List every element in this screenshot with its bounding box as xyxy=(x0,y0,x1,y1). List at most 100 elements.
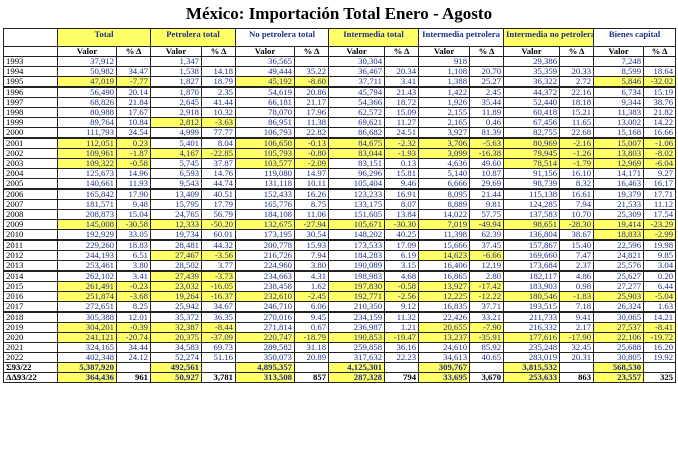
value-cell: 23,032 xyxy=(150,281,202,292)
group-header: Petrolera total xyxy=(149,28,237,47)
value-cell: 3,099 xyxy=(418,148,471,159)
pct-cell: 325 xyxy=(643,372,677,383)
value-cell: 27,537 xyxy=(593,322,645,333)
pct-cell: -7.77 xyxy=(116,76,151,88)
valor-header: Valor xyxy=(503,46,561,57)
value-cell: 16,835 xyxy=(418,301,471,313)
value-cell: 25,942 xyxy=(150,301,202,313)
pct-cell: 17.90 xyxy=(116,188,151,200)
table-row: 1998 80,988 17.67 2,918 10.32 78,070 17.96 62,5… xyxy=(3,107,677,118)
pct-cell: 18.79 xyxy=(200,76,237,88)
pct-header: % Δ xyxy=(384,46,420,57)
pct-cell: 8.32 xyxy=(559,178,595,190)
value-cell: 4,636 xyxy=(418,158,471,169)
pct-cell: -2.45 xyxy=(294,291,330,302)
pct-cell: 81.39 xyxy=(469,127,505,139)
value-cell: 133,175 xyxy=(328,199,386,210)
value-cell: 11,383 xyxy=(593,107,645,118)
value-cell: 283,019 xyxy=(503,352,561,363)
value-cell: 224,960 xyxy=(235,260,296,272)
pct-cell: 11.89 xyxy=(469,107,505,118)
pct-cell xyxy=(384,362,420,373)
value-cell: 272,651 xyxy=(57,301,117,313)
value-cell: 1,870 xyxy=(150,86,202,98)
pct-cell: 10.87 xyxy=(469,168,505,179)
value-cell: 235,248 xyxy=(503,342,561,353)
pct-cell: 30.54 xyxy=(294,229,330,241)
value-cell: 86,951 xyxy=(235,117,296,128)
value-cell: 62,572 xyxy=(328,107,386,118)
value-cell: 2,155 xyxy=(418,107,471,118)
value-cell: 24,821 xyxy=(593,250,645,261)
pct-cell xyxy=(200,56,237,67)
pct-cell xyxy=(116,362,151,373)
value-cell: 78,070 xyxy=(235,107,296,118)
valor-header: Valor xyxy=(57,46,117,57)
value-cell: 44,372 xyxy=(503,86,561,98)
pct-cell: 0.67 xyxy=(294,322,330,333)
table-row: 2021 324,165 34.44 34,583 69.73 289,582 31.18 2… xyxy=(3,342,677,353)
pct-cell: 60.01 xyxy=(200,229,237,241)
pct-cell: 2.35 xyxy=(200,86,237,98)
value-cell: 20,655 xyxy=(418,322,471,333)
pct-cell: 15.93 xyxy=(294,239,330,251)
pct-cell: 21.44 xyxy=(469,188,505,200)
pct-cell: -27.94 xyxy=(294,219,330,230)
pct-cell: -17.90 xyxy=(559,332,595,343)
value-cell: 28,481 xyxy=(150,239,202,251)
group-header-row: Total Petrolera total No petrolera total In… xyxy=(3,28,677,47)
year-cell: 2005 xyxy=(3,178,58,190)
value-cell: 30,805 xyxy=(593,352,645,363)
value-cell: 313,508 xyxy=(235,372,296,383)
value-cell: 66,181 xyxy=(235,97,296,108)
pct-cell: 20.70 xyxy=(469,66,505,77)
pct-cell: -37.09 xyxy=(200,332,237,343)
value-cell: 13,927 xyxy=(418,281,471,292)
value-cell: 36,322 xyxy=(503,76,561,88)
pct-cell: 2.72 xyxy=(559,76,595,88)
pct-cell: 9.48 xyxy=(116,199,151,210)
year-cell: 2001 xyxy=(3,137,58,149)
value-cell: 56,490 xyxy=(57,86,117,98)
value-cell: 20,375 xyxy=(150,332,202,343)
value-cell: 190,853 xyxy=(328,332,386,343)
pct-cell: -6.04 xyxy=(643,158,677,169)
value-cell: 105,671 xyxy=(328,219,386,230)
valor-header: Valor xyxy=(328,46,386,57)
value-cell: 34,583 xyxy=(150,342,202,353)
pct-cell: 17.67 xyxy=(116,107,151,118)
value-cell: 37,912 xyxy=(57,56,117,67)
pct-header: % Δ xyxy=(559,46,595,57)
value-cell: 119,080 xyxy=(235,168,296,179)
pct-cell: 40.25 xyxy=(384,229,420,241)
pct-cell: -1.06 xyxy=(643,137,677,149)
year-cell: 2010 xyxy=(3,229,58,241)
value-cell: 5,401 xyxy=(150,137,202,149)
pct-cell: 22.23 xyxy=(384,352,420,363)
value-cell: 105,404 xyxy=(328,178,386,190)
value-cell: 192,929 xyxy=(57,229,117,241)
value-cell: 83,151 xyxy=(328,158,386,169)
value-cell: 21,533 xyxy=(593,199,645,210)
pct-cell: -23.29 xyxy=(643,219,677,230)
year-cell: 2000 xyxy=(3,127,58,139)
pct-cell: -22.85 xyxy=(200,148,237,159)
valor-header: Valor xyxy=(593,46,645,57)
pct-cell: 961 xyxy=(116,372,151,383)
value-cell: 35,372 xyxy=(150,311,202,323)
value-cell: 15,666 xyxy=(418,239,471,251)
pct-cell: -0.13 xyxy=(294,137,330,149)
year-cell: 2013 xyxy=(3,260,58,272)
value-cell: 105,793 xyxy=(235,148,296,159)
value-cell: 190,089 xyxy=(328,260,386,272)
pct-cell: 13.84 xyxy=(384,209,420,220)
value-cell: 36,467 xyxy=(328,66,386,77)
value-cell: 98,651 xyxy=(503,219,561,230)
value-cell: 270,016 xyxy=(235,311,296,323)
year-cell: 2019 xyxy=(3,322,58,333)
pct-cell: -1.83 xyxy=(559,291,595,302)
corner-cell xyxy=(3,28,58,47)
pct-header: % Δ xyxy=(643,46,677,57)
pct-cell: 51.16 xyxy=(200,352,237,363)
